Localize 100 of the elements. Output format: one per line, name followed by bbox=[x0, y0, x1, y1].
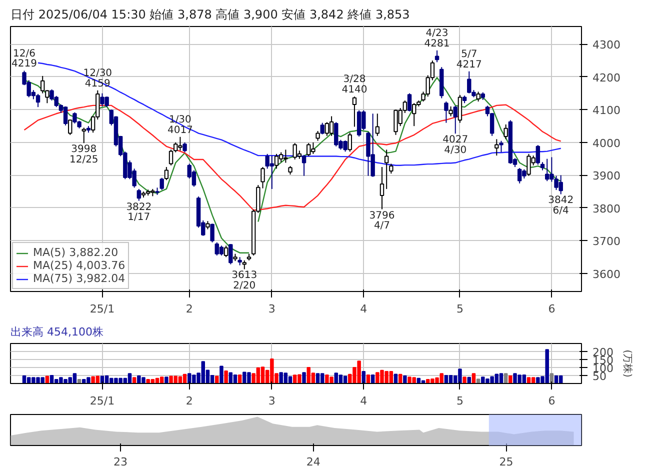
bar bbox=[394, 374, 398, 384]
candlestick bbox=[182, 142, 187, 153]
candlestick bbox=[348, 132, 352, 152]
bar bbox=[334, 372, 338, 384]
y-tick-label: 4100 bbox=[592, 104, 620, 118]
legend-label: MA(75) 3,982.04 bbox=[33, 272, 126, 285]
x-tick-label: 6 bbox=[548, 394, 556, 408]
candlestick bbox=[164, 166, 169, 181]
bar bbox=[316, 373, 320, 384]
bar bbox=[128, 373, 132, 384]
y-tick-label: 3600 bbox=[592, 268, 620, 281]
x-tick-label: 3 bbox=[268, 302, 276, 316]
candlestick bbox=[458, 94, 462, 124]
candlestick bbox=[136, 188, 142, 202]
candlestick bbox=[329, 116, 334, 136]
bar bbox=[472, 373, 476, 384]
bar bbox=[238, 374, 242, 384]
bar bbox=[526, 377, 531, 384]
candlestick bbox=[320, 122, 324, 135]
bar bbox=[164, 376, 168, 384]
bar bbox=[504, 373, 508, 384]
bar bbox=[220, 366, 224, 384]
bar bbox=[320, 373, 324, 384]
x-tick-label: 2 bbox=[186, 302, 193, 316]
candlestick bbox=[82, 127, 86, 144]
candlestick bbox=[499, 140, 504, 153]
x-tick-label: 6 bbox=[548, 302, 556, 316]
y-tick-label: 4200 bbox=[592, 71, 620, 84]
chart-title: 出来高 454,100株 bbox=[10, 326, 104, 338]
y-tick-label: 4300 bbox=[592, 38, 620, 52]
x-tick-label: 5 bbox=[456, 302, 464, 316]
annotation: 4027 4/30 bbox=[442, 134, 468, 156]
y-tick-label: 3800 bbox=[592, 202, 620, 216]
candlestick bbox=[36, 93, 40, 108]
y-tick-label: 3900 bbox=[592, 170, 620, 183]
annotation: 5/7 4217 bbox=[456, 48, 482, 70]
candlestick bbox=[494, 138, 499, 156]
candlestick bbox=[168, 149, 174, 166]
x-tick-label: 4 bbox=[360, 302, 368, 316]
bar bbox=[215, 376, 219, 384]
x-tick-label: 25 bbox=[499, 456, 514, 468]
bar bbox=[224, 370, 228, 384]
annotation: 3998 12/25 bbox=[69, 144, 98, 166]
bar bbox=[302, 372, 306, 384]
bar bbox=[366, 374, 370, 384]
bar bbox=[260, 366, 265, 384]
candlestick bbox=[274, 153, 279, 170]
bar bbox=[462, 376, 466, 384]
legend-label: MA(5) 3,882.20 bbox=[33, 246, 118, 259]
candlestick bbox=[224, 245, 228, 258]
bar bbox=[444, 375, 448, 384]
x-tick-label: 25/1 bbox=[90, 394, 115, 408]
candlestick bbox=[324, 122, 330, 136]
candlestick bbox=[63, 106, 68, 126]
annotation: 3/28 4140 bbox=[342, 74, 368, 96]
candlestick bbox=[536, 144, 540, 166]
y-tick-label: 3700 bbox=[592, 235, 620, 248]
candlestick bbox=[68, 119, 72, 136]
annotation: 3796 4/7 bbox=[369, 210, 395, 232]
legend-label: MA(25) 4,003.76 bbox=[33, 259, 126, 272]
bar bbox=[476, 378, 480, 384]
candlestick bbox=[228, 244, 233, 265]
x-tick-label: 3 bbox=[268, 394, 276, 408]
x-tick-label: 4 bbox=[360, 394, 368, 408]
candlestick bbox=[219, 245, 224, 256]
candlestick bbox=[389, 163, 394, 174]
x-tick-label: 5 bbox=[456, 394, 464, 408]
candlestick bbox=[384, 149, 389, 190]
candlestick bbox=[380, 166, 384, 210]
x-tick-label: 2 bbox=[186, 394, 193, 408]
candlestick bbox=[352, 96, 357, 128]
annotation: 12/6 4219 bbox=[12, 48, 37, 70]
bar bbox=[160, 376, 164, 384]
annotation: 3613 2/20 bbox=[232, 270, 258, 292]
candlestick bbox=[444, 101, 448, 124]
bar bbox=[338, 374, 343, 384]
x-tick-label: 23 bbox=[113, 456, 128, 468]
bar bbox=[499, 373, 504, 384]
candlestick bbox=[210, 223, 214, 243]
bar bbox=[508, 375, 512, 384]
x-tick-label: 24 bbox=[306, 456, 320, 468]
annotation: 3842 6/4 bbox=[548, 195, 574, 217]
bar bbox=[233, 374, 238, 384]
candlestick bbox=[476, 91, 480, 102]
annotation: 4/23 4281 bbox=[424, 28, 450, 50]
candlestick bbox=[316, 130, 320, 142]
candlestick bbox=[453, 105, 458, 134]
y-tick-label: 4000 bbox=[592, 136, 620, 150]
bar bbox=[50, 375, 54, 384]
chart-title: 日付 2025/06/04 15:30 始値 3,878 高値 3,900 安値 3,842 終値 3,853 bbox=[10, 8, 410, 22]
candlestick bbox=[302, 154, 306, 176]
candlestick bbox=[407, 92, 412, 112]
annotation: 3822 1/17 bbox=[126, 202, 152, 224]
x-tick-label: 25/1 bbox=[90, 302, 115, 316]
candlestick bbox=[504, 124, 508, 140]
bar bbox=[370, 374, 375, 384]
y-axis-title: (万株) bbox=[621, 350, 634, 378]
candlestick bbox=[448, 106, 453, 117]
bar bbox=[403, 375, 407, 384]
candlestick bbox=[375, 113, 380, 136]
